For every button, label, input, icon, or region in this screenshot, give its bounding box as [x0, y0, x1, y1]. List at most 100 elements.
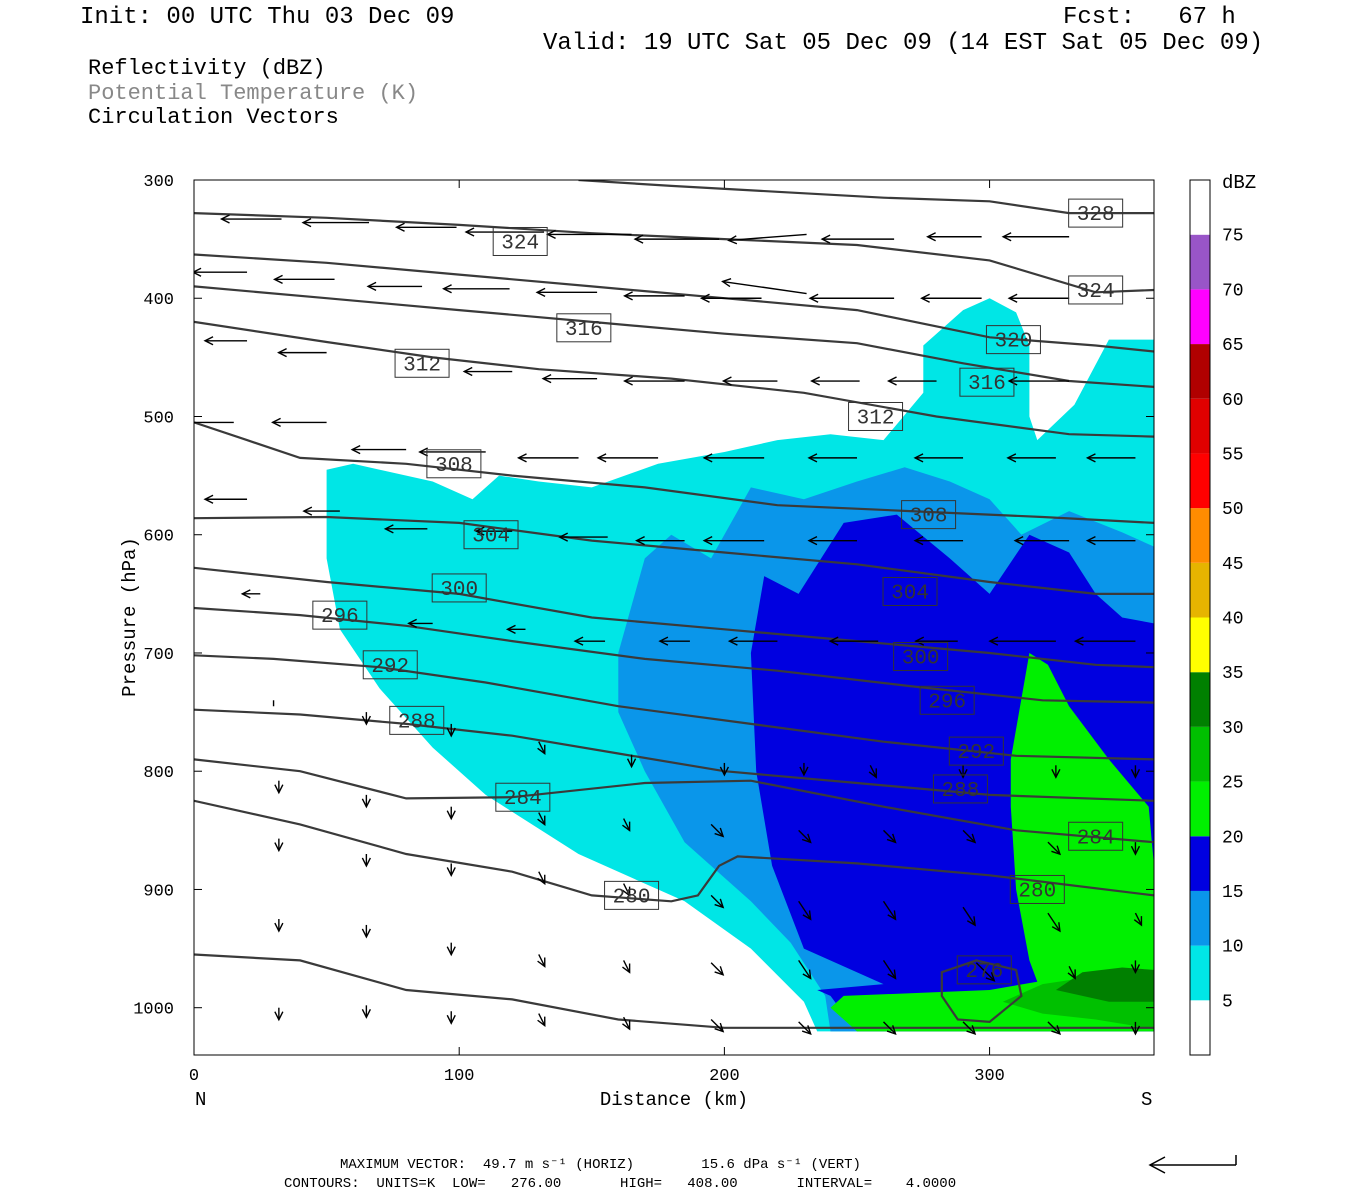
y-tick-label: 1000 — [133, 1001, 174, 1020]
circulation-vector-head — [810, 376, 820, 386]
circulation-vector-head — [727, 636, 738, 646]
colorbar-level-label: 30 — [1222, 719, 1244, 739]
circulation-vector-head — [966, 916, 976, 927]
x-axis-label: Distance (km) — [600, 1089, 748, 1111]
circulation-vector-head — [505, 624, 516, 634]
theta-label-box — [959, 367, 1015, 397]
circulation-vector — [882, 900, 897, 920]
circulation-vector-head — [407, 618, 417, 629]
colorbar-bin-above-75 — [1190, 180, 1210, 235]
x-tick-label: 100 — [444, 1067, 475, 1086]
circulation-vector — [710, 894, 724, 908]
theta-label-box — [389, 705, 445, 735]
circulation-vector-head — [1051, 768, 1061, 779]
y-tick-label: 600 — [143, 528, 174, 547]
circulation-vector-head — [988, 636, 999, 646]
circulation-vector — [798, 829, 812, 843]
theta-label-box — [556, 313, 612, 343]
theta-label: 296 — [321, 606, 359, 629]
theta-contour-284 — [194, 758, 1154, 844]
circulation-vector-head — [699, 293, 710, 303]
circulation-vector-head — [799, 766, 809, 777]
circulation-vector-head — [446, 867, 456, 878]
circulation-vector-head — [271, 417, 281, 428]
theta-contour-labels: 328 324 324 320 316 316 312 312 308 308 304 304 300 3… — [312, 198, 1124, 985]
circulation-vector-head — [807, 453, 818, 463]
colorbar-bin-45 — [1190, 508, 1210, 563]
theta-label: 292 — [371, 656, 409, 679]
theta-label: 300 — [440, 579, 478, 602]
circulation-vector-head — [801, 1025, 812, 1035]
theta-label-box — [1009, 874, 1065, 904]
circulation-vector-head — [714, 827, 725, 838]
colorbar-level-label: 60 — [1222, 391, 1244, 411]
circulation-vector-head — [573, 636, 584, 646]
circulation-vector-head — [887, 910, 897, 921]
circulation-vector-head — [274, 1011, 284, 1022]
circulation-vector-head — [886, 833, 897, 844]
circulation-vector-head — [1001, 232, 1012, 242]
theta-label: 296 — [928, 691, 966, 714]
valid-time-label: Valid: 19 UTC Sat 05 Dec 09 (14 EST Sat … — [543, 30, 1264, 57]
circulation-vector-head — [446, 946, 456, 957]
colorbar-level-label: 45 — [1222, 555, 1244, 575]
circulation-vector-head — [714, 966, 725, 976]
y-axis-label: Pressure (hPa) — [119, 537, 141, 697]
circulation-vector-head — [219, 214, 230, 224]
circulation-vector-head — [350, 444, 361, 455]
reflectivity-region-20dbz — [830, 653, 1154, 1032]
circulation-vector-head — [1007, 293, 1018, 303]
theta-contour-292 — [194, 654, 1154, 761]
theta-label-box — [901, 500, 957, 530]
circulation-vector-head — [535, 287, 546, 297]
circulation-vector-head — [622, 1020, 631, 1031]
colorbar-bin-35 — [1190, 617, 1210, 673]
circulation-vector-head — [828, 636, 839, 646]
colorbar-level-label: 15 — [1222, 883, 1244, 903]
circulation-vector-head — [203, 494, 214, 504]
colorbar-bin-20 — [1190, 781, 1210, 837]
circulation-vector — [798, 900, 812, 920]
colorbar-bin-50 — [1190, 453, 1210, 509]
circulation-vector-head — [596, 453, 607, 463]
circulation-vector — [622, 818, 631, 831]
theta-label: 316 — [968, 373, 1006, 396]
circulation-vector-head — [1130, 964, 1141, 974]
circulation-vector-head — [719, 766, 730, 777]
circulation-vector — [1047, 841, 1061, 855]
colorbar-level-label: 65 — [1222, 336, 1244, 356]
circulation-vector-head — [1085, 536, 1096, 546]
theta-label: 292 — [957, 742, 995, 765]
circulation-vector-head — [361, 715, 372, 726]
circulation-vector-head — [301, 217, 312, 228]
theta-label: 324 — [1077, 281, 1115, 304]
theta-label-box — [893, 642, 949, 672]
colorbar-bin-70 — [1190, 234, 1210, 290]
circulation-vector — [710, 1019, 724, 1033]
legend-potential-temperature: Potential Temperature (K) — [88, 81, 419, 106]
circulation-vector-head — [623, 376, 633, 386]
theta-label-box — [492, 226, 548, 256]
circulation-vector-head — [913, 536, 924, 546]
circulation-vector-head — [366, 281, 377, 292]
circulation-vector — [538, 1013, 546, 1026]
circulation-vector — [538, 871, 546, 885]
x-tick-label: 300 — [974, 1067, 1005, 1086]
y-tick-label: 800 — [143, 764, 174, 783]
theta-label: 328 — [1077, 204, 1115, 227]
circulation-vector-head — [1051, 1025, 1062, 1035]
circulation-vector-head — [985, 972, 996, 982]
circulation-vector-head — [274, 784, 284, 795]
circulation-vector-head — [240, 589, 251, 599]
colorbar-bin-55 — [1190, 398, 1210, 454]
circulation-vector-head — [966, 833, 977, 844]
circulation-vector-head — [913, 453, 924, 463]
colorbar-bin-30 — [1190, 672, 1210, 727]
circulation-vector — [975, 962, 995, 982]
colorbar-level-label: 25 — [1222, 774, 1244, 794]
circulation-vector — [883, 829, 896, 843]
circulation-vector-head — [558, 532, 569, 542]
circulation-vector-head — [622, 821, 631, 832]
y-tick-label: 500 — [143, 409, 174, 428]
circulation-vector-head — [537, 957, 546, 968]
